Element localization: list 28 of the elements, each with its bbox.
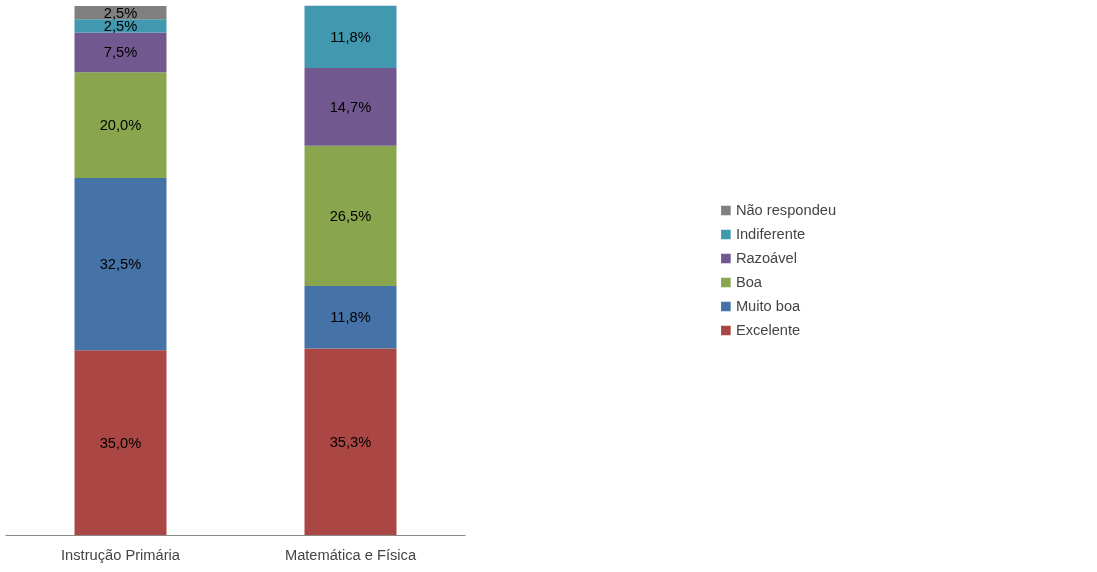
bar — [74, 178, 167, 351]
data-label: 26,5% — [329, 207, 372, 224]
x-tick-label: Matemática e Física — [284, 546, 417, 563]
legend-label: Excelente — [735, 322, 801, 338]
legend-label: Boa — [735, 274, 762, 290]
bar — [74, 72, 167, 179]
data-label: 20,0% — [99, 117, 142, 134]
data-label: 32,5% — [99, 256, 142, 273]
data-label: 35,0% — [99, 434, 142, 451]
bar — [304, 286, 397, 349]
data-label: 14,7% — [329, 98, 372, 115]
bar — [74, 350, 167, 536]
data-label: 11,8% — [330, 309, 371, 326]
legend-label: Muito boa — [735, 298, 801, 314]
bar — [74, 19, 167, 33]
bar — [74, 32, 167, 73]
data-label: 35,3% — [329, 434, 372, 451]
bar — [304, 348, 397, 536]
data-label: 7,5% — [103, 44, 138, 61]
legend-label: Indiferente — [735, 226, 806, 242]
data-label: 2,5% — [103, 4, 138, 21]
legend-label: Não respondeu — [735, 202, 837, 218]
bar — [304, 145, 397, 287]
bar — [304, 67, 397, 146]
bar — [304, 5, 397, 68]
x-tick-label: Instrução Primária — [61, 546, 181, 563]
data-label: 11,8% — [330, 28, 371, 45]
legend-label: Razoável — [735, 250, 797, 266]
